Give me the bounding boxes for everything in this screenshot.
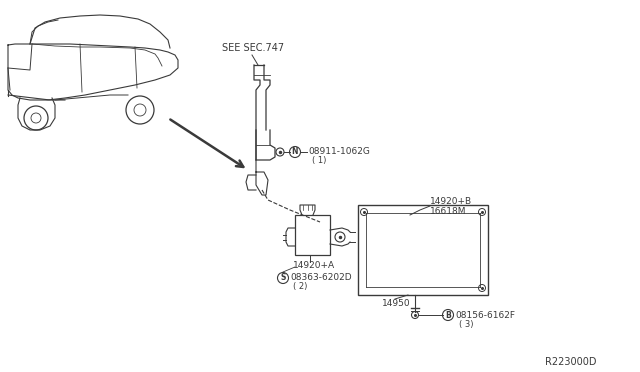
Text: N: N: [292, 148, 298, 157]
Text: 14920+B: 14920+B: [430, 198, 472, 206]
Text: 16618M: 16618M: [430, 208, 467, 217]
Text: 08911-1062G: 08911-1062G: [308, 147, 370, 155]
Bar: [358, 205, 488, 295]
Text: R223000D: R223000D: [545, 357, 596, 367]
Text: 14920+A: 14920+A: [293, 260, 335, 269]
Text: 14950: 14950: [382, 298, 411, 308]
Text: S: S: [280, 273, 285, 282]
Text: B: B: [445, 311, 451, 320]
Text: 08363-6202D: 08363-6202D: [290, 273, 351, 282]
Text: ( 1): ( 1): [312, 155, 326, 164]
Text: SEE SEC.747: SEE SEC.747: [222, 43, 284, 53]
Text: ( 3): ( 3): [459, 320, 474, 328]
Bar: [295, 215, 330, 255]
Text: 08156-6162F: 08156-6162F: [455, 311, 515, 320]
Text: ( 2): ( 2): [293, 282, 307, 292]
